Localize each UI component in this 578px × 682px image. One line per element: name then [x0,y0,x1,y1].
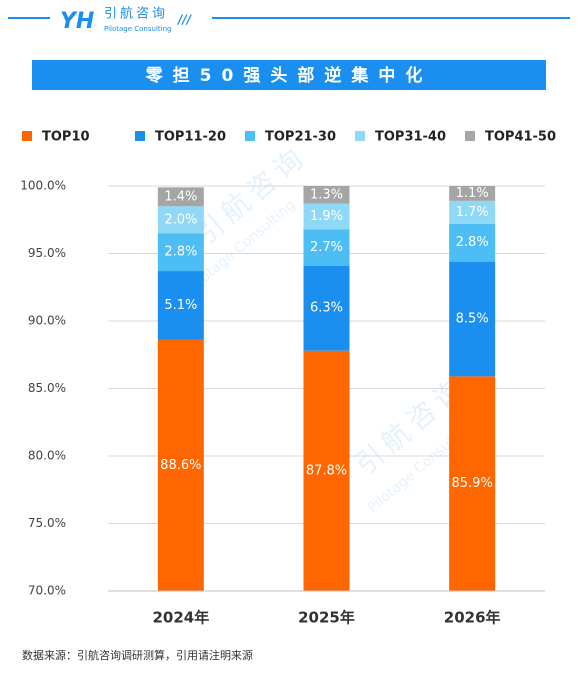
data-label: 1.1% [456,186,489,201]
data-label: 1.9% [310,209,343,224]
bar-segment [157,233,204,272]
bar-segment [157,271,204,340]
data-label: 1.4% [164,189,197,204]
legend-swatch [135,131,145,141]
legend-swatch [355,131,365,141]
y-tick-label: 90.0% [28,314,66,328]
data-label: 85.9% [452,476,493,491]
y-tick-label: 75.0% [28,516,66,530]
bar-segment [303,229,350,266]
decoration: /// [176,13,193,27]
legend-swatch [465,131,475,141]
x-tick-label: 2024年 [152,609,209,627]
y-tick-label: 95.0% [28,246,66,260]
bar-segment [303,203,350,230]
data-label: 1.7% [456,205,489,220]
bar-segment [449,261,496,377]
legend-label: TOP31-40 [375,130,446,145]
bar-segment [157,339,204,591]
source-note: 数据来源：引航咨询调研测算，引用请注明来源 [22,648,253,662]
title-banner [32,60,546,90]
x-tick-label: 2026年 [444,609,501,627]
bar-segment [449,200,496,224]
y-tick-label: 80.0% [28,449,66,463]
y-tick-label: 70.0% [28,584,66,598]
data-label: 2.7% [310,240,343,255]
data-label: 8.5% [456,311,489,326]
bar-segment [303,265,350,351]
y-tick-label: 85.0% [28,381,66,395]
brand-en: Pilotage Consulting [104,25,171,33]
legend-swatch [245,131,255,141]
bar-segment [449,223,496,262]
bar-segment [449,376,496,591]
legend-label: TOP41-50 [485,130,556,145]
data-label: 1.3% [310,187,343,202]
data-label: 2.0% [164,212,197,227]
bar-segment [303,350,350,591]
data-label: 2.8% [164,245,197,260]
bar-segment [157,206,204,234]
legend-label: TOP10 [42,130,90,145]
bar-segment [449,186,496,201]
brand: 引航咨询 [104,6,168,22]
data-label: 88.6% [160,458,201,473]
logo-mark: YH [60,9,94,34]
legend-label: TOP11-20 [155,130,226,145]
data-label: 6.3% [310,301,343,316]
data-label: 5.1% [164,298,197,313]
y-tick-label: 100.0% [20,179,66,193]
chart-title: 零担50强头部逆集中化 [145,65,433,86]
data-label: 2.8% [456,235,489,250]
x-tick-label: 2025年 [298,609,355,627]
legend-label: TOP21-30 [265,130,336,145]
bar-segment [157,187,204,207]
data-label: 87.8% [306,463,347,478]
bar-segment [303,186,350,204]
legend-swatch [22,131,32,141]
